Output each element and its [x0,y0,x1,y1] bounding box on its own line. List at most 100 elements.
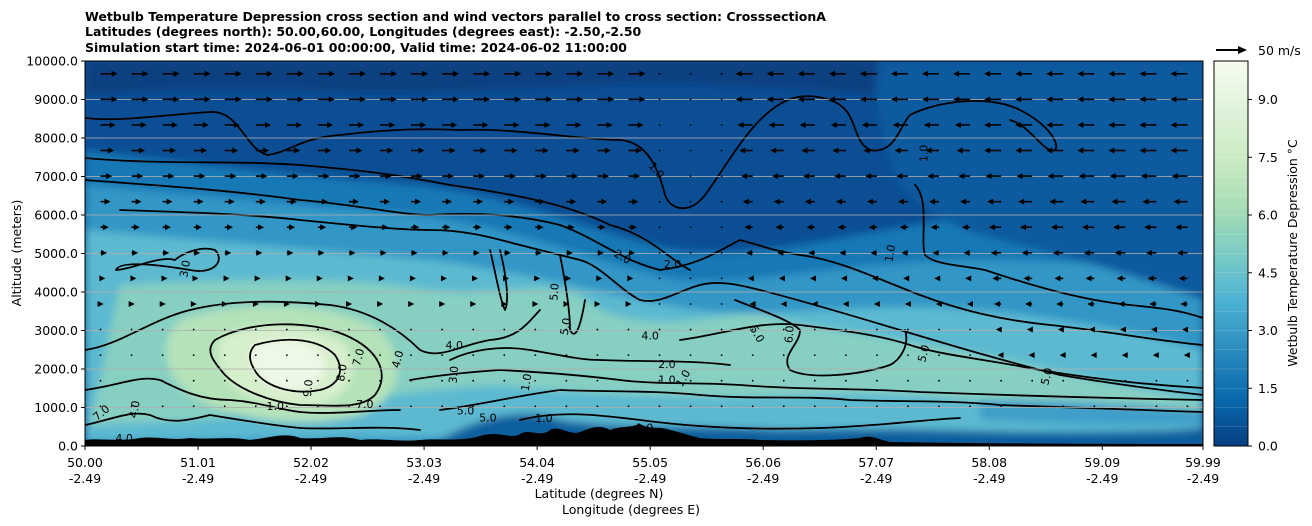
wind-vector-112 [224,147,239,154]
wind-vector-207 [929,198,940,205]
x-tick-label-lon-7: -2.49 [860,471,892,486]
x-tick-label-lon-4: -2.49 [521,471,553,486]
contour-label-12: 8.0 [334,363,350,382]
wind-vector-8 [348,70,366,77]
wind-vector-375 [565,328,568,331]
wind-vector-349 [873,300,880,307]
wind-vector-116 [348,147,363,154]
wind-vector-435 [192,379,195,382]
wind-vector-106 [1139,121,1157,128]
wind-vector-413 [627,354,630,357]
wind-vector-6 [286,70,304,77]
wind-vector-352 [966,300,973,307]
contour-line-4b [679,323,1203,389]
wind-vector-121 [504,147,518,154]
wind-key-arrowhead [1238,46,1247,54]
wind-vector-148 [224,173,237,180]
wind-vector-120 [473,147,487,154]
wind-vector-500 [1093,405,1096,408]
wind-vector-287 [1176,249,1188,256]
wind-vector-182 [162,198,173,205]
y-tick-label-5: 5000.0 [34,246,78,261]
wind-vector-180 [100,198,111,205]
wind-vector-326 [159,300,166,307]
y-tick-label-1: 1000.0 [34,400,78,415]
contour-label-22: 1.0 [519,373,535,392]
wind-vector-145 [131,173,144,180]
contour-label-13: 9.0 [301,379,315,398]
wind-vector-439 [317,379,319,382]
wind-vector-370 [410,328,412,331]
wind-vector-40 [224,96,242,103]
wind-vector-176 [1078,173,1095,180]
contour-label-1: 1.0 [917,145,930,163]
wind-vector-196 [597,198,608,205]
wind-vector-181 [131,198,142,205]
colorbar-levels [1214,80,1248,427]
x-tick-label-lat-7: 57.07 [858,455,894,470]
wind-vector-254 [162,249,170,256]
wind-vector-411 [565,354,568,357]
wind-vector-316 [965,275,972,282]
wind-vector-130 [770,147,784,154]
wind-vector-445 [503,379,506,382]
wind-vector-202 [773,198,784,205]
wind-vector-11 [442,70,460,77]
wind-vector-450 [658,379,661,382]
wind-vector-244 [961,224,971,231]
wind-vector-206 [897,198,908,205]
wind-vector-50 [535,96,553,103]
wind-vector-423 [938,354,940,357]
contour-line-1b [85,157,691,271]
wind-vector-431 [1183,352,1190,359]
wind-vector-1 [131,70,149,77]
wind-vector-246 [1019,224,1033,231]
wind-vector-502 [1155,405,1158,408]
contour-lines [85,95,1203,431]
wind-vector-372 [472,328,475,331]
wind-vector-139 [1046,147,1064,154]
wind-vector-486 [658,405,661,408]
wind-vector-127 [689,149,692,152]
contour-label-4: 2.0 [664,258,682,271]
wind-vector-82 [411,121,427,128]
wind-vector-280 [963,249,971,256]
contour-line-1a [85,95,1058,210]
wind-vector-327 [190,300,197,307]
wind-vector-157 [504,173,516,180]
contour-label-9: 4.0 [446,339,464,352]
wind-vector-141 [1108,147,1126,154]
wind-vector-271 [689,251,692,254]
contour-label-24: 4.0 [127,400,143,419]
wind-vector-386 [907,328,909,331]
wind-vector-3 [193,70,211,77]
wind-vector-343 [689,303,692,305]
wind-vector-42 [286,96,304,103]
wind-vector-443 [441,379,444,382]
wind-vector-240 [837,224,846,231]
wind-vector-258 [286,249,294,256]
wind-vector-9 [380,70,398,77]
wind-vector-309 [747,275,754,282]
y-tick-label-0: 0.0 [58,439,78,454]
wind-vector-288 [99,275,106,282]
wind-vector-477 [379,405,381,408]
wind-vector-19 [689,72,692,75]
wind-vector-241 [868,224,877,231]
wind-vector-105 [1108,121,1126,128]
wind-vector-186 [286,198,297,205]
wind-vector-125 [628,147,642,154]
wind-vector-100 [954,121,971,128]
wind-vector-272 [720,251,723,254]
wind-vector-379 [689,328,692,331]
wind-vector-226 [411,224,420,231]
wind-vector-393 [1119,326,1126,333]
wind-vector-134 [894,147,908,154]
wind-vector-39 [193,96,211,103]
wind-vector-153 [380,173,392,180]
contour-line-5a [489,249,586,335]
wind-vector-438 [285,379,288,382]
wind-vector-418 [782,354,785,357]
wind-vector-434 [161,379,164,382]
wind-vector-463 [1062,379,1065,382]
